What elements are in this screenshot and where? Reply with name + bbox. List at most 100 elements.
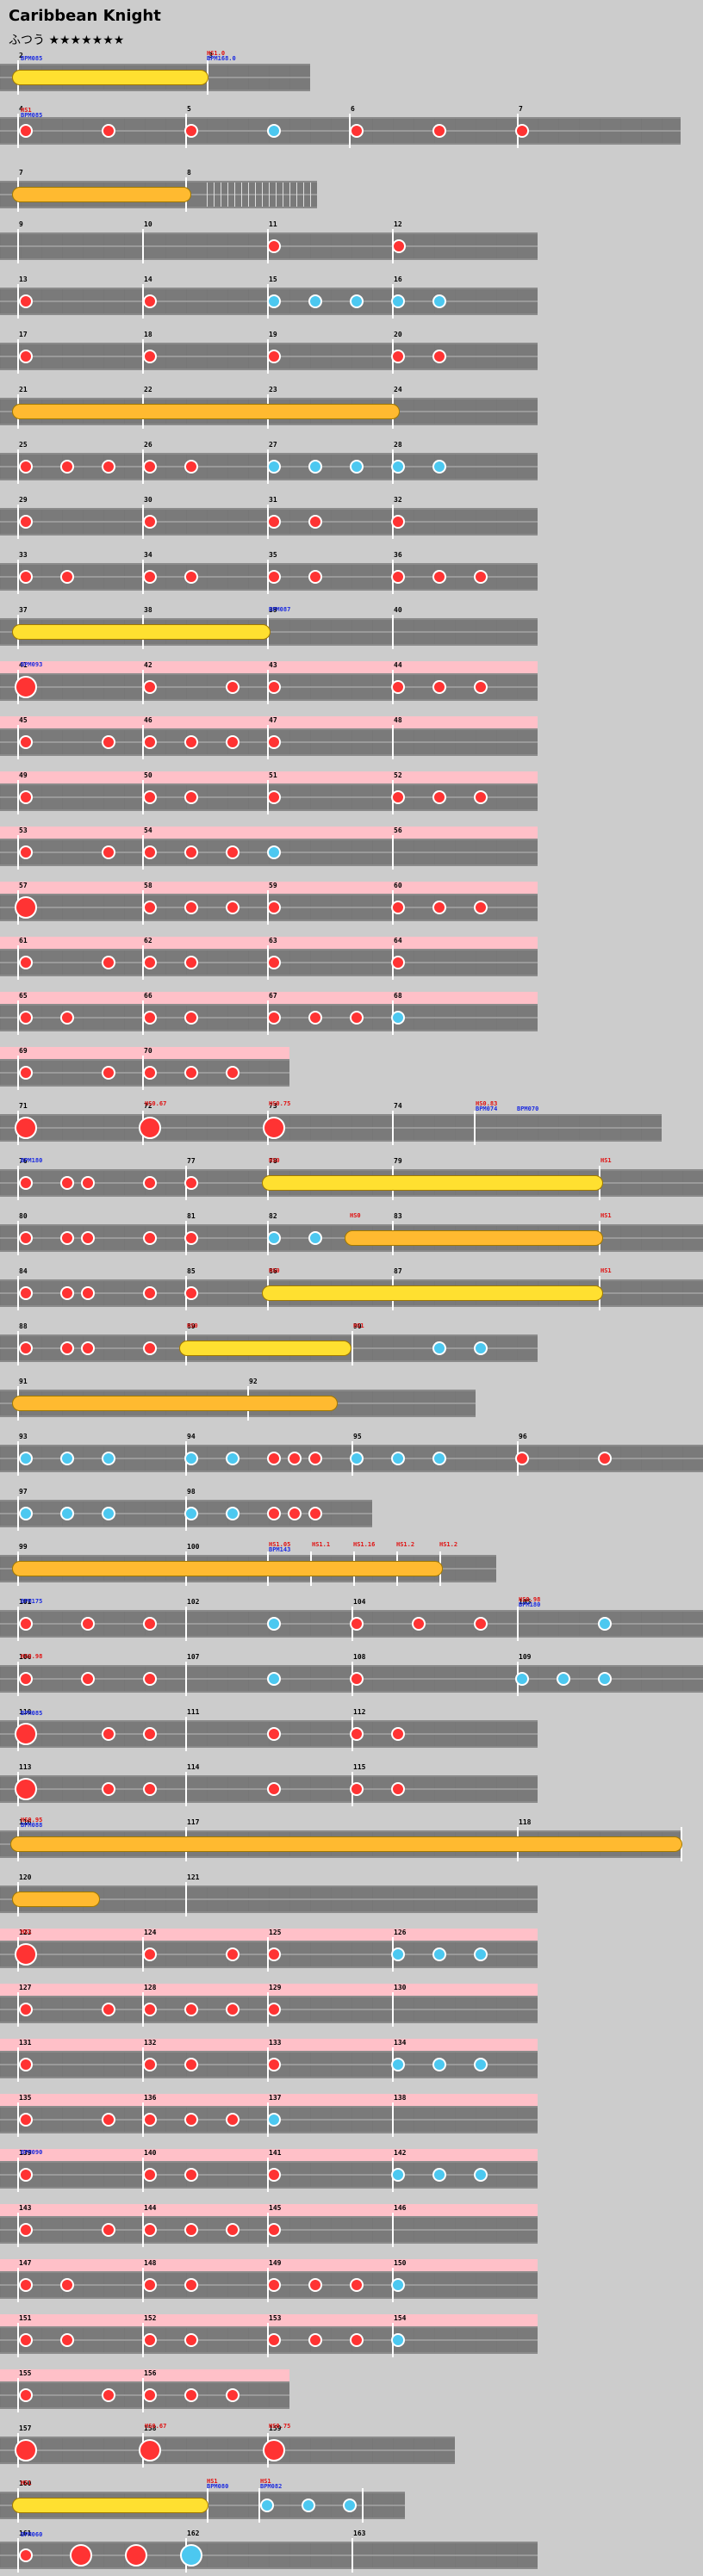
measure-number: 84 xyxy=(19,1267,28,1275)
don-note xyxy=(19,2003,33,2016)
measure-number: 61 xyxy=(19,937,28,944)
score-row: 123 124 125 126 HS1 xyxy=(0,1929,538,1973)
drumroll-note xyxy=(12,1561,443,1576)
measure-line xyxy=(362,2488,364,2523)
measure-number: 31 xyxy=(269,496,277,504)
ka-note xyxy=(474,2058,488,2071)
don-note xyxy=(143,1617,157,1631)
measure-number: 125 xyxy=(269,1929,282,1936)
ka-note xyxy=(432,1947,446,1961)
don-note xyxy=(143,1231,157,1245)
measure-number: 104 xyxy=(353,1598,366,1606)
score-row: 65 66 67 68 xyxy=(0,992,538,1037)
ka-note xyxy=(102,1507,115,1520)
don-note xyxy=(19,2333,33,2347)
don-note xyxy=(267,1507,281,1520)
note-lane xyxy=(0,1775,538,1803)
bpm-tag: BPM082 xyxy=(260,2483,283,2490)
measure-number: 146 xyxy=(394,2204,407,2212)
don-note xyxy=(184,2168,198,2182)
measure-number: 66 xyxy=(144,992,152,1000)
don-note xyxy=(143,294,157,308)
measure-number: 161 xyxy=(19,2530,32,2537)
beat-tick xyxy=(207,183,208,207)
measure-line xyxy=(185,1607,187,1641)
scroll-speed-tag: HS1 xyxy=(207,2478,218,2485)
ka-note xyxy=(474,1947,488,1961)
don-note xyxy=(267,2278,281,2292)
measure-number: 71 xyxy=(19,1102,28,1110)
score-row: 80 81 82 83 HS0 HS1 xyxy=(0,1212,703,1257)
measure-number: 7 xyxy=(19,169,23,176)
measure-number: 47 xyxy=(269,716,277,724)
measure-number: 106 xyxy=(19,1653,32,1661)
don-note xyxy=(102,845,115,859)
measure-number: 114 xyxy=(187,1763,200,1771)
measure-line xyxy=(17,114,19,148)
don-note xyxy=(226,2223,240,2237)
measure-number: 134 xyxy=(394,2039,407,2047)
don-note xyxy=(102,2223,115,2237)
ka-note xyxy=(184,1507,198,1520)
don-note xyxy=(102,2113,115,2127)
measure-number: 129 xyxy=(269,1984,282,1991)
gogo-band xyxy=(0,771,538,783)
measure-number: 153 xyxy=(269,2314,282,2322)
don-note xyxy=(184,790,198,804)
don-note xyxy=(391,515,405,529)
gogo-band xyxy=(0,882,538,894)
score-row: 91 92 xyxy=(0,1378,476,1422)
measure-number: 82 xyxy=(269,1212,277,1220)
measure-number: 22 xyxy=(144,386,152,393)
measure-line xyxy=(17,1441,19,1476)
don-big-note xyxy=(139,2439,161,2461)
bpm-tag: BPM085 xyxy=(21,112,43,119)
measure-number: 95 xyxy=(353,1433,362,1440)
measure-number: 13 xyxy=(19,276,28,283)
ka-note xyxy=(308,1231,322,1245)
scroll-speed-tag: HS1 xyxy=(353,1322,364,1329)
measure-number: 37 xyxy=(19,606,28,614)
don-note xyxy=(60,1341,74,1355)
don-note xyxy=(19,1231,33,1245)
score-row: 4 5 6 7 HS1 BPM085 xyxy=(0,105,681,150)
measure-line xyxy=(17,1992,19,2027)
don-note xyxy=(226,2003,240,2016)
don-note xyxy=(60,1231,74,1245)
don-note xyxy=(184,2058,198,2071)
don-note xyxy=(184,2223,198,2237)
don-note xyxy=(143,680,157,694)
don-note xyxy=(308,515,322,529)
measure-number: 6 xyxy=(351,105,355,113)
bpm-tag: BPM070 xyxy=(517,1105,539,1112)
measure-number: 162 xyxy=(187,2530,200,2537)
don-note xyxy=(391,1782,405,1796)
measure-number: 44 xyxy=(394,661,402,669)
scroll-speed-tag: HS0.98 xyxy=(519,1596,541,1603)
don-note xyxy=(19,294,33,308)
don-note xyxy=(102,735,115,749)
don-note xyxy=(184,1066,198,1080)
ka-note xyxy=(515,1672,529,1686)
ka-note xyxy=(557,1672,570,1686)
don-note xyxy=(143,2113,157,2127)
don-note xyxy=(60,1011,74,1025)
don-note xyxy=(19,956,33,969)
ka-note xyxy=(19,1452,33,1465)
measure-number: 76 xyxy=(19,1157,28,1165)
measure-number: 51 xyxy=(269,771,277,779)
drumroll-note xyxy=(12,2498,208,2513)
score-row: 33 34 35 36 xyxy=(0,551,538,596)
measure-number: 23 xyxy=(269,386,277,393)
don-note xyxy=(102,460,115,474)
don-note xyxy=(184,1231,198,1245)
don-note xyxy=(432,124,446,138)
don-note xyxy=(143,2333,157,2347)
gogo-band xyxy=(0,661,538,673)
ka-note xyxy=(432,460,446,474)
don-note xyxy=(19,1066,33,1080)
bpm-tag: BPM175 xyxy=(21,1598,43,1605)
measure-number: 18 xyxy=(144,331,152,338)
measure-number: 67 xyxy=(269,992,277,1000)
measure-line xyxy=(17,560,19,594)
